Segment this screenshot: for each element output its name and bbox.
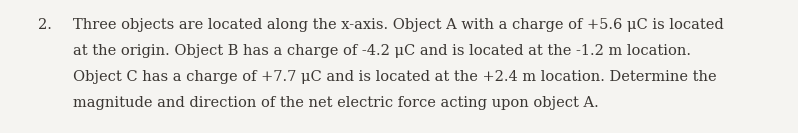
Text: magnitude and direction of the net electric force acting upon object A.: magnitude and direction of the net elect… bbox=[73, 96, 599, 110]
Text: Object C has a charge of +7.7 μC and is located at the +2.4 m location. Determin: Object C has a charge of +7.7 μC and is … bbox=[73, 70, 717, 84]
Text: 2.: 2. bbox=[38, 18, 52, 32]
Text: at the origin. Object B has a charge of -4.2 μC and is located at the -1.2 m loc: at the origin. Object B has a charge of … bbox=[73, 44, 691, 58]
Text: Three objects are located along the x-axis. Object A with a charge of +5.6 μC is: Three objects are located along the x-ax… bbox=[73, 18, 724, 32]
